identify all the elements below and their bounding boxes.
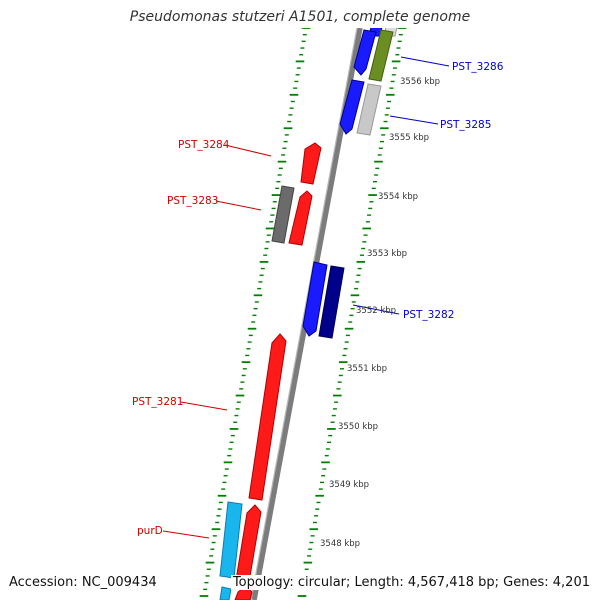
backbone-highlight xyxy=(250,28,358,600)
gene-arrow-pst-3282-navy xyxy=(318,265,345,339)
gene-arrow-pst-3286-blue-1 xyxy=(353,29,377,76)
callout-line-pst-3283 xyxy=(215,200,262,211)
gene-label-pst-3282: PST_3282 xyxy=(403,309,454,321)
topology-label: Topology: circular; Length: 4,567,418 bp… xyxy=(230,575,592,590)
gene-arrow-pst-3286-green xyxy=(368,29,394,82)
gene-label-pst-3283: PST_3283 xyxy=(167,195,218,207)
scale-label: 3548 kbp xyxy=(320,539,360,549)
map-content: PST_3286 PST_3285 PST_3284 PST_3283 PST_… xyxy=(132,28,504,600)
scale-label: 3551 kbp xyxy=(347,364,387,374)
scale-label: 3554 kbp xyxy=(378,192,418,202)
gene-arrow-bottom-fragment-cyan xyxy=(219,586,232,600)
gene-label-pst-3281: PST_3281 xyxy=(132,396,183,408)
scale-label: 3550 kbp xyxy=(338,422,378,432)
gene-arrow-pst-3283-red xyxy=(288,190,313,246)
gene-arrow-pst-3284 xyxy=(300,142,322,185)
callout-line-pst-3285 xyxy=(389,115,439,125)
scale-label: 3549 kbp xyxy=(329,480,369,490)
scale-label: 3555 kbp xyxy=(389,133,429,143)
callout-line-pst-3282 xyxy=(352,304,400,315)
callout-line-pst-3284 xyxy=(224,144,272,157)
scale-label: 3552 kbp xyxy=(356,306,396,316)
callout-line-pst-3281 xyxy=(180,401,228,411)
gene-label-purD: purD xyxy=(137,525,163,537)
gene-arrow-pst-3281 xyxy=(248,333,287,501)
gene-arrow-pst-3283-gray xyxy=(271,185,295,244)
gene-arrow-purD-red xyxy=(235,504,262,583)
scale-label: 3553 kbp xyxy=(367,249,407,259)
accession-label: Accession: NC_009434 xyxy=(7,575,159,590)
gene-labels: PST_3286 PST_3285 PST_3284 PST_3283 PST_… xyxy=(132,61,504,537)
tick-layer xyxy=(199,28,407,597)
scale-label: 3556 kbp xyxy=(400,77,440,87)
callout-line-pst-3286 xyxy=(400,56,450,67)
gene-label-pst-3286: PST_3286 xyxy=(452,61,504,73)
gene-arrow-pst-3285-blue xyxy=(339,79,365,135)
gene-arrow-pst-3282-blue xyxy=(302,261,328,337)
scale-labels: 3556 kbp 3555 kbp 3554 kbp 3553 kbp 3552… xyxy=(320,77,440,549)
gene-label-pst-3284: PST_3284 xyxy=(178,139,230,151)
map-title: Pseudomonas stutzeri A1501, complete gen… xyxy=(129,9,471,25)
callout-lines xyxy=(162,56,450,539)
callout-line-purD xyxy=(162,530,210,539)
features-layer xyxy=(219,28,398,600)
gene-label-pst-3285: PST_3285 xyxy=(440,119,491,131)
gene-arrow-pst-3285-gray xyxy=(356,83,382,136)
